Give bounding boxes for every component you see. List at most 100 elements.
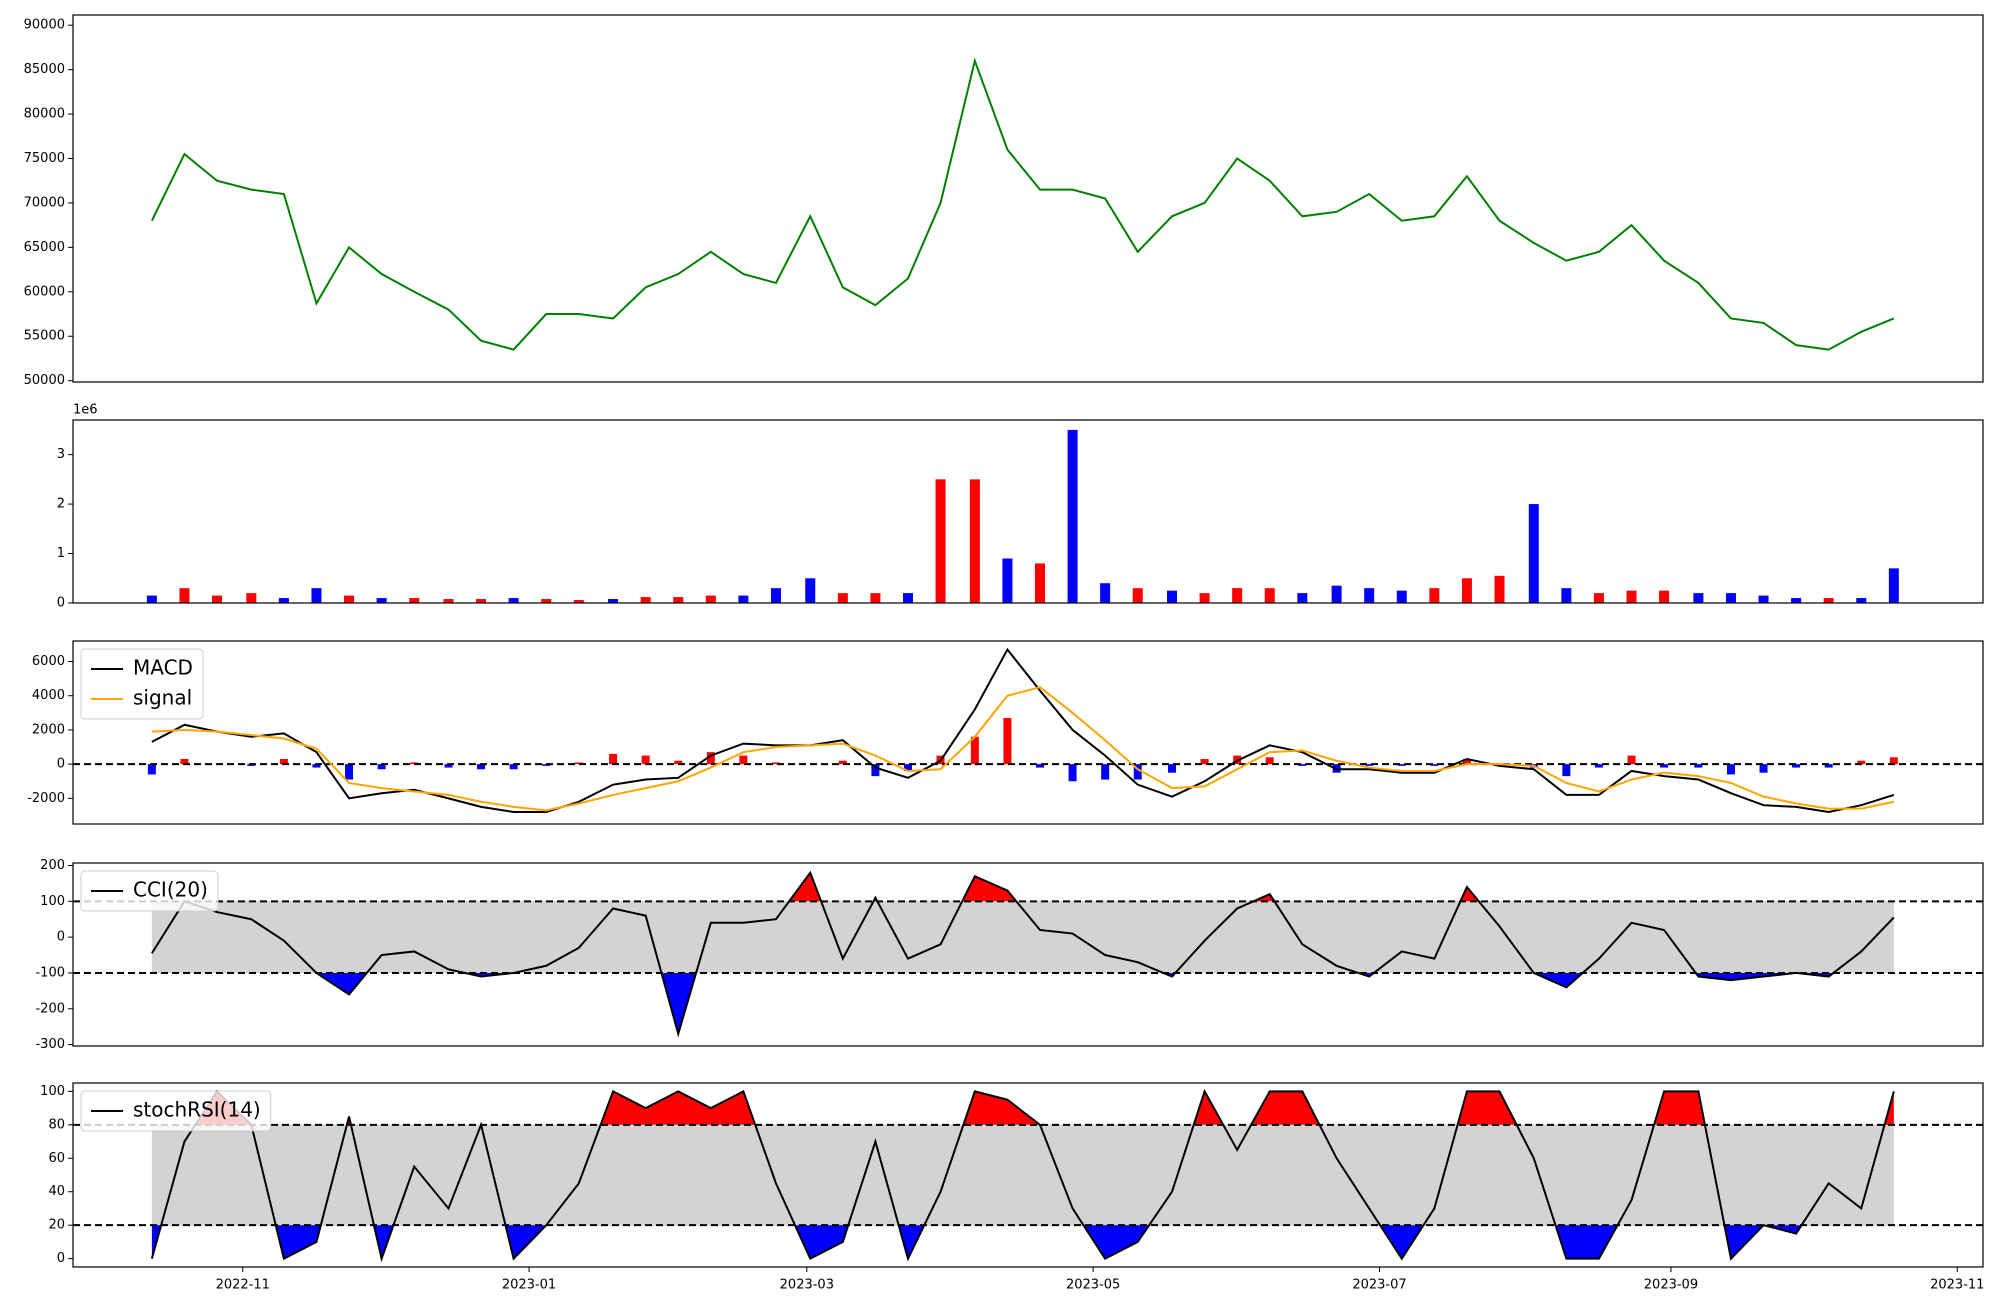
- volume-bar: [1528, 504, 1539, 603]
- volume-bar: [640, 597, 651, 603]
- legend: stochRSI(14): [80, 1090, 272, 1132]
- y-tick-label: 0: [57, 596, 65, 611]
- y-tick-label: 65000: [24, 240, 65, 255]
- histogram-bar: [1036, 764, 1045, 768]
- y-tick-label: 0: [57, 1251, 65, 1266]
- volume-bar: [738, 595, 749, 603]
- volume-bar: [1758, 595, 1769, 603]
- neutral-band: [151, 1124, 1894, 1226]
- volume-bar: [969, 479, 980, 603]
- volume-bar: [1494, 575, 1505, 603]
- volume-bar: [608, 599, 619, 603]
- x-tick-label: 2022-11: [216, 1278, 270, 1293]
- axes-frame: [72, 640, 1984, 825]
- volume-bar: [212, 595, 223, 603]
- histogram-bar: [903, 764, 912, 771]
- volume-bar: [1888, 568, 1899, 603]
- volume-bar: [1297, 593, 1308, 603]
- volume-bar: [1626, 590, 1637, 603]
- histogram-bar: [1857, 760, 1866, 765]
- histogram-bar: [771, 762, 780, 765]
- histogram-bar: [1430, 764, 1439, 766]
- volume-bar: [1002, 558, 1013, 603]
- y-tick-label: 100: [40, 894, 65, 909]
- histogram-bar: [147, 764, 156, 775]
- histogram-bar: [1562, 764, 1571, 777]
- axes-frame: [72, 14, 1984, 383]
- series-line: [151, 647, 1895, 814]
- volume-bar: [179, 588, 190, 603]
- volume-bar: [476, 599, 487, 603]
- volume-bar: [311, 588, 322, 603]
- histogram-bar: [1365, 764, 1374, 766]
- y-tick-label: -200: [35, 1001, 65, 1016]
- histogram-bar: [1594, 764, 1603, 768]
- volume-bar: [1100, 583, 1111, 603]
- histogram-bar: [1694, 764, 1703, 768]
- histogram-bar: [706, 752, 715, 765]
- volume-bar: [1264, 588, 1275, 603]
- oversold-fill: [151, 1225, 1802, 1259]
- histogram-bar: [838, 760, 847, 765]
- y-tick-label: 2000: [32, 722, 65, 737]
- histogram-bar: [1660, 764, 1669, 768]
- y-tick-label: 6000: [32, 654, 65, 669]
- histogram-bar: [1298, 764, 1307, 766]
- y-tick-label: 200: [40, 858, 65, 873]
- legend-label: CCI(20): [133, 878, 208, 902]
- histogram-bar: [477, 764, 486, 770]
- legend: CCI(20): [80, 870, 219, 912]
- volume-bar: [673, 597, 684, 603]
- legend-label: signal: [133, 686, 192, 710]
- histogram-bar: [871, 764, 880, 777]
- histogram-bar: [444, 764, 453, 768]
- y-tick-label: 60: [48, 1151, 65, 1166]
- histogram-bar: [1003, 717, 1012, 765]
- histogram-bar: [674, 760, 683, 765]
- volume-bar: [1331, 585, 1342, 603]
- histogram-bar: [1627, 755, 1636, 765]
- volume-bar: [1725, 593, 1736, 603]
- volume-bar: [770, 588, 781, 603]
- y-tick-label: 60000: [24, 284, 65, 299]
- volume-bar: [935, 479, 946, 603]
- volume-bar: [1593, 593, 1604, 603]
- histogram-bar: [279, 759, 288, 765]
- y-tick-label: 0: [57, 757, 65, 772]
- y-tick-label: 40: [48, 1184, 65, 1199]
- volume-bar: [1693, 593, 1704, 603]
- legend-box: [80, 1090, 272, 1132]
- y-tick-label: 100: [40, 1084, 65, 1099]
- volume-bar: [1561, 588, 1572, 603]
- volume-bar: [1659, 590, 1670, 603]
- histogram-bar: [609, 753, 618, 765]
- y-tick-label: 70000: [24, 195, 65, 210]
- y-tick-label: 2: [57, 497, 65, 512]
- volume-bar: [443, 599, 454, 603]
- series-line: [150, 1088, 1895, 1263]
- volume-bar: [344, 595, 355, 603]
- legend-label: MACD: [133, 656, 193, 680]
- series-line: [151, 686, 1895, 812]
- histogram-bar: [1726, 764, 1735, 775]
- volume-bar: [1364, 588, 1375, 603]
- y-tick-label: -100: [35, 965, 65, 980]
- histogram-bar: [739, 755, 748, 765]
- volume-bar: [1429, 588, 1440, 603]
- histogram-bar: [1133, 764, 1142, 780]
- histogram-bar: [574, 762, 583, 765]
- y-tick-label: 80: [48, 1117, 65, 1132]
- histogram-bar: [377, 764, 386, 770]
- x-tick-label: 2023-09: [1644, 1278, 1698, 1293]
- axis-offset: 1e6: [73, 403, 98, 418]
- y-tick-label: 0: [57, 930, 65, 945]
- histogram-bar: [1462, 759, 1471, 765]
- volume-bar: [837, 593, 848, 603]
- volume-bar: [409, 598, 420, 603]
- axes-frame: [72, 862, 1984, 1047]
- y-tick-label: 55000: [24, 329, 65, 344]
- y-tick-label: 80000: [24, 107, 65, 122]
- histogram-bar: [1397, 764, 1406, 766]
